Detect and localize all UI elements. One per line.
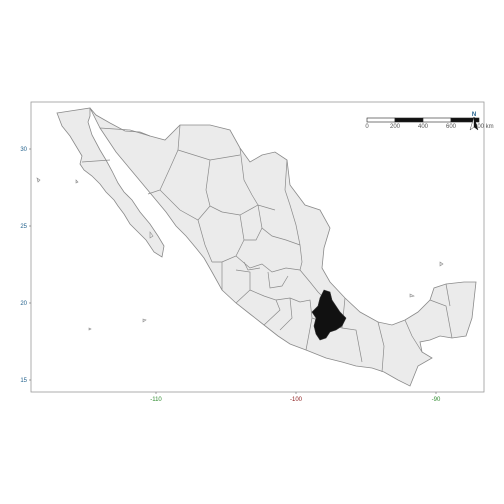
y-tick: 20	[20, 301, 31, 307]
baja-california-peninsula	[56, 107, 165, 258]
state-border	[81, 159, 111, 163]
x-axis: -110 -100 -90	[150, 392, 441, 403]
x-tick-label: -110	[150, 397, 162, 403]
scale-segment	[422, 117, 452, 123]
mainland-mexico	[89, 107, 477, 387]
y-tick: 25	[20, 224, 31, 230]
scale-label: 600	[446, 124, 457, 130]
highlighted-state	[311, 289, 347, 341]
y-axis: 15 20 25 30	[20, 147, 31, 384]
x-tick: -100	[290, 392, 303, 403]
scale-segment	[394, 117, 424, 123]
state-borders	[99, 124, 453, 373]
north-arrow-icon: N	[469, 112, 479, 131]
y-tick-label: 20	[20, 301, 27, 307]
scale-label: 0	[365, 124, 369, 130]
x-tick: -110	[150, 392, 162, 403]
scale-label: 400	[418, 124, 429, 130]
x-tick-label: -100	[290, 397, 303, 403]
y-tick: 15	[20, 378, 31, 384]
y-tick-label: 15	[20, 378, 27, 384]
x-tick: -90	[432, 392, 441, 403]
scale-label: 200	[390, 124, 401, 130]
north-arrow-label: N	[472, 112, 476, 118]
scale-segment	[366, 117, 396, 123]
scale-bar: 0 200 400 600 800 km	[365, 117, 494, 130]
scale-segment	[450, 117, 480, 123]
islands	[36, 177, 444, 331]
scale-label: 800 km	[474, 124, 494, 130]
y-tick-label: 30	[20, 147, 27, 153]
x-tick-label: -90	[432, 397, 441, 403]
y-tick: 30	[20, 147, 31, 153]
y-tick-label: 25	[20, 224, 27, 230]
